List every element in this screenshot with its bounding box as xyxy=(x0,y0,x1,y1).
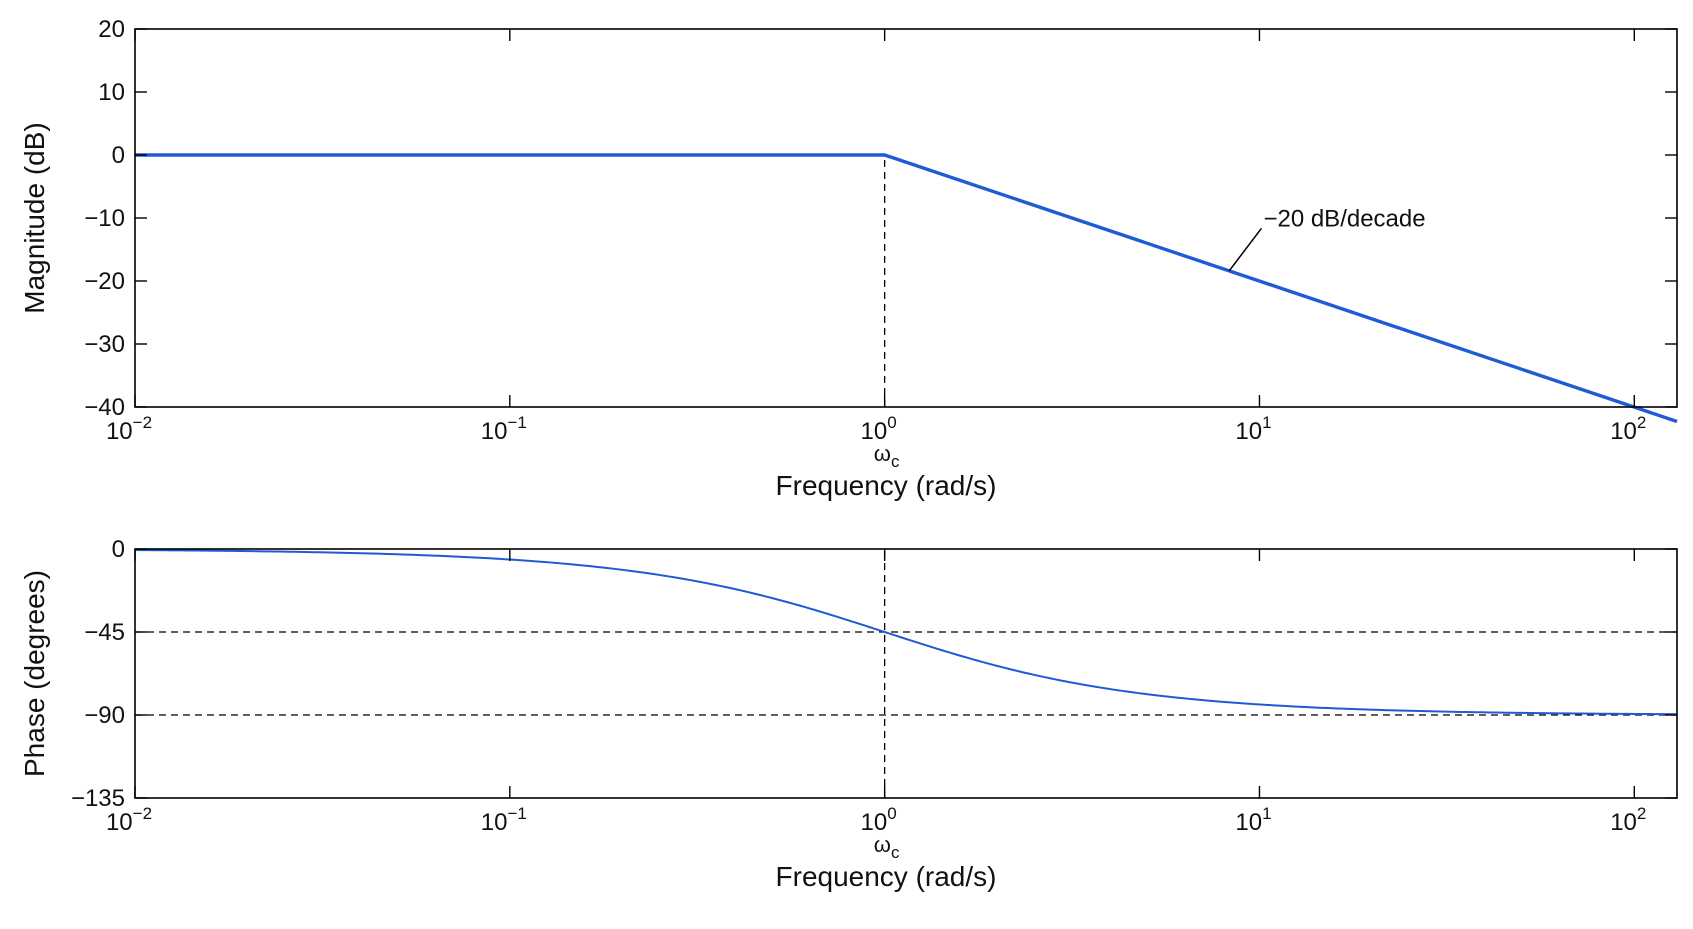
phase-x-tick-label: 102 xyxy=(1610,804,1646,836)
magnitude-x-tick-label: 10−1 xyxy=(481,413,527,445)
magnitude-x-tick-label: 100 xyxy=(861,413,897,445)
phase-guides xyxy=(135,549,1677,798)
phase-plot-frame xyxy=(134,548,1678,799)
phase-y-tick-label: −90 xyxy=(84,702,125,729)
magnitude-y-axis-label: Magnitude (dB) xyxy=(19,122,50,313)
phase-y-axis-label: Phase (degrees) xyxy=(19,570,50,777)
magnitude-y-tick-label: −40 xyxy=(84,394,125,421)
phase-y-tick-label: 0 xyxy=(112,536,125,563)
magnitude-y-tick-label: 10 xyxy=(98,79,125,106)
phase-series xyxy=(134,549,1678,716)
magnitude-x-tick-label: 102 xyxy=(1610,413,1646,445)
magnitude-series-line xyxy=(135,153,1678,424)
phase-y-tick-labels: 0 −45 −90 −135 xyxy=(71,536,125,812)
phase-ticks xyxy=(134,548,1677,799)
magnitude-x-tick-labels: 10−2 10−1 100 101 102 xyxy=(106,413,1646,445)
magnitude-y-tick-label: 0 xyxy=(112,142,125,169)
magnitude-x-tick-label: 101 xyxy=(1235,413,1271,445)
phase-panel: 0 −45 −90 −135 10−2 10−1 100 101 102 ωc Frequen… xyxy=(19,536,1678,892)
magnitude-y-tick-label: 20 xyxy=(98,16,125,43)
phase-omega-c-label: ωc xyxy=(874,832,900,862)
phase-y-tick-label: −45 xyxy=(84,619,125,646)
slope-annotation: −20 dB/decade xyxy=(1263,205,1425,232)
phase-x-tick-label: 100 xyxy=(861,804,897,836)
slope-annotation-leader xyxy=(1228,227,1263,272)
magnitude-x-axis-label: Frequency (rad/s) xyxy=(776,470,997,501)
magnitude-y-tick-label: −10 xyxy=(84,205,125,232)
magnitude-series xyxy=(135,153,1678,424)
magnitude-ticks xyxy=(134,28,1677,408)
phase-x-tick-label: 10−1 xyxy=(481,804,527,836)
magnitude-y-tick-label: −20 xyxy=(84,268,125,295)
phase-series-line xyxy=(134,549,1678,716)
phase-y-tick-label: −135 xyxy=(71,785,125,812)
magnitude-y-tick-labels: 20 10 0 −10 −20 −30 −40 xyxy=(84,16,125,421)
magnitude-omega-c-label: ωc xyxy=(874,441,900,471)
magnitude-y-tick-label: −30 xyxy=(84,331,125,358)
magnitude-x-tick-label: 10−2 xyxy=(106,413,152,445)
phase-x-tick-label: 101 xyxy=(1235,804,1271,836)
phase-x-tick-labels: 10−2 10−1 100 101 102 xyxy=(106,804,1646,836)
phase-x-tick-label: 10−2 xyxy=(106,804,152,836)
phase-x-axis-label: Frequency (rad/s) xyxy=(776,861,997,892)
